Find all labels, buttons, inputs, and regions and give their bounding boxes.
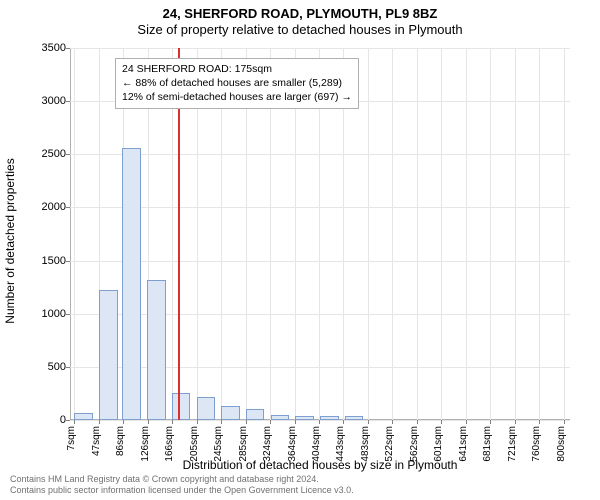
xtick-label: 601sqm: [433, 426, 444, 462]
xtick-mark: [270, 420, 271, 424]
grid-line-v: [417, 48, 418, 420]
xtick-mark: [368, 420, 369, 424]
ytick-mark: [66, 154, 70, 155]
ytick-label: 3000: [30, 95, 66, 107]
xtick-mark: [246, 420, 247, 424]
footer-line: Contains public sector information licen…: [10, 485, 354, 496]
ytick-mark: [66, 101, 70, 102]
xtick-label: 681sqm: [482, 426, 493, 462]
ytick-mark: [66, 207, 70, 208]
xtick-mark: [466, 420, 467, 424]
xtick-mark: [343, 420, 344, 424]
annotation-line: ← 88% of detached houses are smaller (5,…: [122, 76, 352, 90]
xtick-label: 205sqm: [189, 426, 200, 462]
xtick-mark: [392, 420, 393, 424]
grid-line-v: [74, 48, 75, 420]
annotation-box: 24 SHERFORD ROAD: 175sqm← 88% of detache…: [115, 58, 359, 109]
ytick-label: 1000: [30, 308, 66, 320]
xtick-label: 483sqm: [360, 426, 371, 462]
ytick-mark: [66, 420, 70, 421]
grid-line-v: [392, 48, 393, 420]
ytick-mark: [66, 367, 70, 368]
xtick-label: 126sqm: [140, 426, 151, 462]
xtick-label: 721sqm: [507, 426, 518, 462]
histogram-bar: [246, 409, 265, 420]
histogram-bar: [221, 406, 240, 420]
histogram-bar: [147, 280, 166, 420]
xtick-label: 443sqm: [335, 426, 346, 462]
plot-area: 05001000150020002500300035007sqm47sqm86s…: [70, 48, 570, 420]
ytick-mark: [66, 48, 70, 49]
histogram-bar: [74, 413, 93, 420]
footer-attribution: Contains HM Land Registry data © Crown c…: [10, 474, 354, 496]
footer-line: Contains HM Land Registry data © Crown c…: [10, 474, 354, 485]
xtick-label: 562sqm: [409, 426, 420, 462]
xtick-label: 166sqm: [164, 426, 175, 462]
xtick-mark: [417, 420, 418, 424]
y-axis-label: Number of detached properties: [3, 76, 17, 241]
xtick-mark: [172, 420, 173, 424]
chart-container: 24, SHERFORD ROAD, PLYMOUTH, PL9 8BZ Siz…: [0, 0, 600, 500]
histogram-bar: [320, 416, 339, 420]
ytick-mark: [66, 314, 70, 315]
xtick-mark: [515, 420, 516, 424]
ytick-label: 2000: [30, 201, 66, 213]
grid-line-v: [490, 48, 491, 420]
ytick-label: 3500: [30, 42, 66, 54]
xtick-label: 86sqm: [115, 426, 126, 456]
histogram-bar: [99, 290, 118, 420]
histogram-bar: [172, 393, 191, 420]
xtick-mark: [539, 420, 540, 424]
annotation-line: 12% of semi-detached houses are larger (…: [122, 90, 352, 104]
grid-line-v: [441, 48, 442, 420]
ytick-label: 1500: [30, 255, 66, 267]
histogram-bar: [295, 416, 314, 420]
xtick-mark: [441, 420, 442, 424]
xtick-mark: [319, 420, 320, 424]
chart-subtitle: Size of property relative to detached ho…: [0, 22, 600, 37]
xtick-label: 800sqm: [556, 426, 567, 462]
histogram-bar: [345, 416, 364, 420]
grid-line-v: [368, 48, 369, 420]
xtick-label: 47sqm: [91, 426, 102, 456]
chart-title: 24, SHERFORD ROAD, PLYMOUTH, PL9 8BZ: [0, 6, 600, 23]
xtick-label: 245sqm: [213, 426, 224, 462]
xtick-mark: [490, 420, 491, 424]
grid-line-v: [564, 48, 565, 420]
x-axis-label: Distribution of detached houses by size …: [70, 458, 570, 472]
xtick-label: 522sqm: [384, 426, 395, 462]
xtick-mark: [148, 420, 149, 424]
xtick-mark: [221, 420, 222, 424]
ytick-label: 500: [30, 361, 66, 373]
ytick-label: 0: [30, 414, 66, 426]
xtick-label: 760sqm: [531, 426, 542, 462]
histogram-bar: [271, 415, 290, 420]
ytick-label: 2500: [30, 148, 66, 160]
grid-line-v: [515, 48, 516, 420]
xtick-mark: [123, 420, 124, 424]
xtick-label: 285sqm: [238, 426, 249, 462]
xtick-mark: [564, 420, 565, 424]
xtick-label: 364sqm: [287, 426, 298, 462]
xtick-label: 324sqm: [262, 426, 273, 462]
annotation-line: 24 SHERFORD ROAD: 175sqm: [122, 62, 352, 76]
xtick-label: 7sqm: [66, 426, 77, 450]
histogram-bar: [197, 397, 216, 420]
xtick-label: 404sqm: [311, 426, 322, 462]
grid-line-v: [466, 48, 467, 420]
xtick-label: 641sqm: [458, 426, 469, 462]
xtick-mark: [99, 420, 100, 424]
histogram-bar: [122, 148, 141, 420]
ytick-mark: [66, 261, 70, 262]
xtick-mark: [295, 420, 296, 424]
xtick-mark: [197, 420, 198, 424]
xtick-mark: [74, 420, 75, 424]
grid-line-v: [539, 48, 540, 420]
